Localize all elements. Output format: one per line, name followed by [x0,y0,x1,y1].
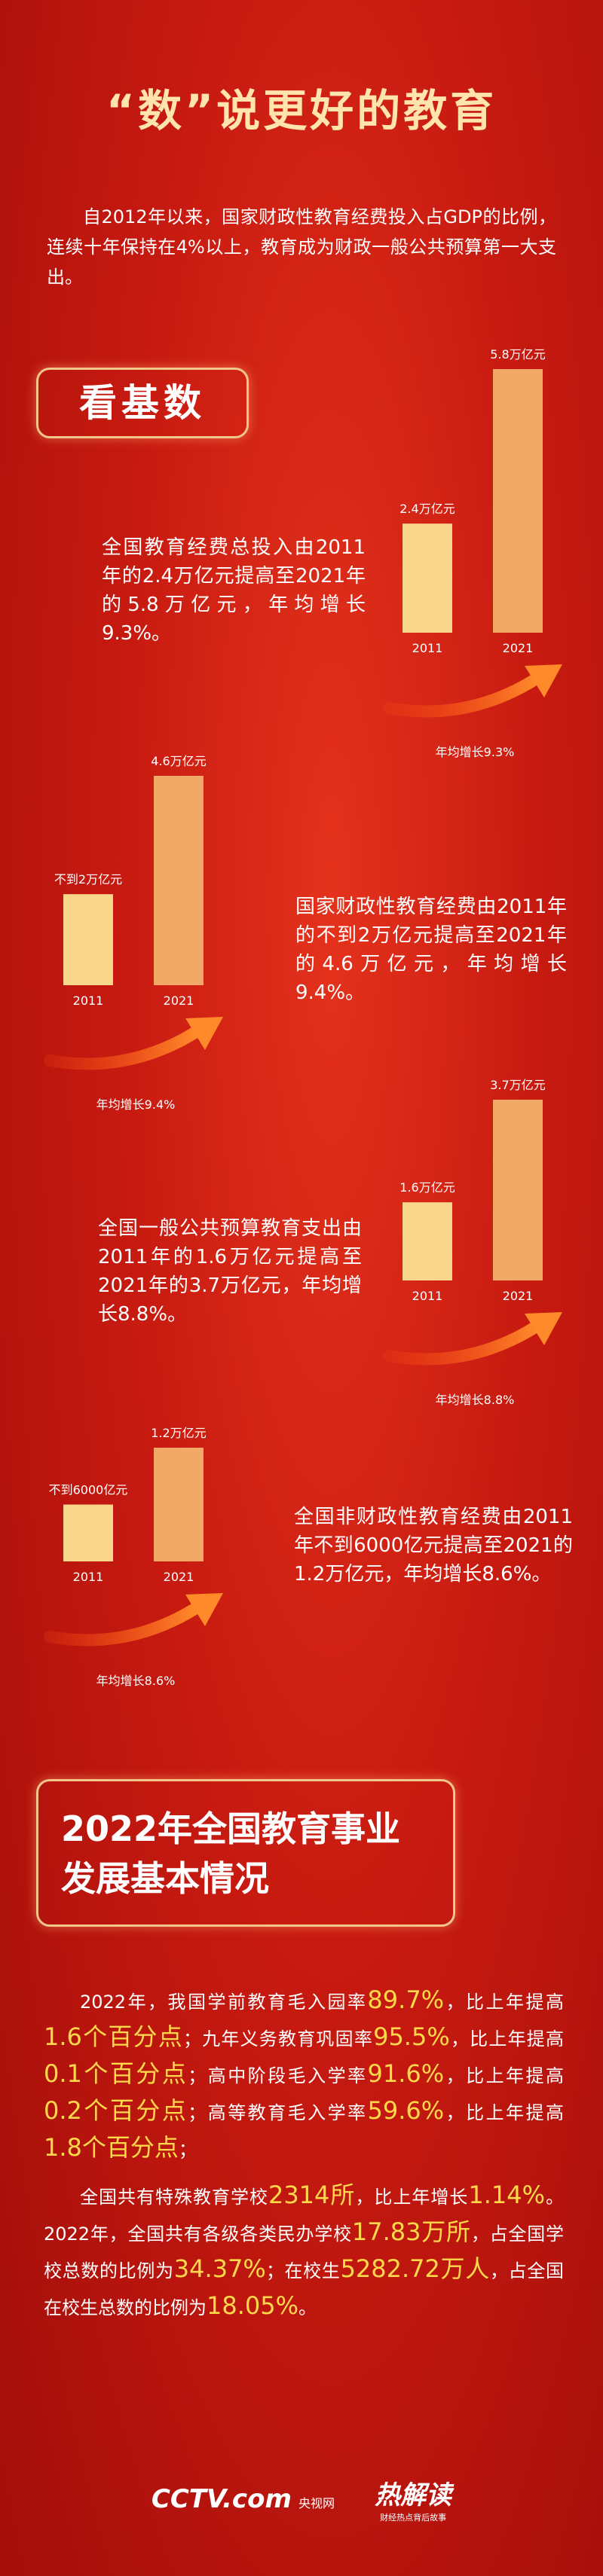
text-run: ，比上年提高 [449,2028,565,2050]
bar [493,369,543,633]
growth-label: 年均增长8.6% [96,1674,176,1688]
text-run: ，占全国在校生总数的比例为 [44,2260,565,2318]
paragraph: 全国共有特殊教育学校2314所，比上年增长1.14%。2022年，全国共有各级各… [44,2178,564,2325]
text-run: ；高中阶段毛入学率 [188,2065,368,2086]
stat-text: 全国一般公共预算教育支出由2011年的1.6万亿元提高至2021年的3.7万亿元… [98,1217,362,1326]
text-run: 。2022年，全国共有各级各类民办学校 [44,2187,565,2245]
paragraphs: 2022年，我国学前教育毛入园率89.7%，比上年提高1.6个百分点；九年义务教… [44,1982,564,2336]
bar [403,523,452,633]
highlight: 91.6% [367,2059,445,2088]
highlight: 5282.72万人 [340,2254,490,2283]
highlight: 0.2个百分点 [44,2096,188,2125]
highlight: 17.83万所 [351,2217,471,2246]
category-label: 2021 [503,641,534,655]
brand: CCTV.com [151,2483,292,2514]
growth-arrow [44,1602,202,1647]
growth-arrow [383,1321,541,1366]
highlight: 59.6% [367,2096,445,2125]
highlight: 34.37% [173,2254,266,2283]
column-logo: 热解读 财经热点背后故事 [375,2474,451,2523]
brand-cn: 央视网 [298,2495,335,2510]
arrow-head [185,1593,223,1626]
bar-chart: 不到6000亿元 2011 1.2万亿元 2021 年均增长8.6% [44,1426,223,1688]
text-run: ，比上年提高 [444,2102,565,2123]
column-sub: 财经热点背后故事 [380,2513,447,2523]
bar-chart: 不到2万亿元 2011 4.6万亿元 2021 年均增长9.4% [44,754,223,1112]
growth-arrow [383,673,541,718]
highlight: 1.14% [468,2181,546,2209]
bar [403,1202,452,1280]
arrow-head [525,664,562,697]
title: “数”说更好的教育 [106,85,497,136]
value-label: 不到2万亿元 [54,872,122,887]
value-label: 3.7万亿元 [490,1078,545,1092]
stat-text: 全国非财政性教育经费由2011年不到6000亿元提高至2021的1.2万亿元，年… [294,1506,573,1586]
stat-text: 国家财政性教育经费由2011年的不到2万亿元提高至2021年的4.6万亿元，年均… [295,896,567,1004]
value-label: 不到6000亿元 [49,1483,128,1497]
category-label: 2011 [73,1570,104,1584]
value-label: 1.6万亿元 [399,1180,455,1195]
text-run: ，占全国学校总数的比例为 [44,2223,564,2281]
growth-label: 年均增长9.4% [96,1097,176,1112]
category-label: 2011 [412,1289,443,1303]
text-run: 。 [298,2297,317,2318]
bar [63,894,113,985]
bar [63,1504,113,1561]
intro: 自2012年以来，国家财政性教育经费投入占GDP的比例，连续十年保持在4%以上，… [47,206,556,288]
text-run: ；在校生 [265,2260,341,2281]
column: 热解读 [375,2480,452,2510]
value-label: 5.8万亿元 [490,347,545,362]
value-label: 1.2万亿元 [151,1426,206,1440]
category-label: 2011 [73,993,104,1008]
text-run: ；高等教育毛入学率 [188,2102,368,2123]
category-label: 2021 [164,993,194,1008]
highlight: 95.5% [373,2022,450,2051]
bar-chart: 1.6万亿元 2011 3.7万亿元 2021 年均增长8.8% [383,1078,562,1407]
bar [154,1448,204,1561]
stat-text: 全国教育经费总投入由2011年的2.4万亿元提高至2021年的5.8万亿元，年均… [102,536,366,645]
section-heading: 2022年全国教育事业 发展基本情况 [36,1779,455,1927]
highlight: 2314所 [268,2181,356,2209]
arrow-head [185,1017,223,1050]
text-run: 2022年，我国学前教育毛入园率 [80,1992,368,2013]
heading-line: 发展基本情况 [61,1858,269,1899]
value-label: 2.4万亿元 [399,502,455,516]
highlight: 89.7% [367,1985,445,2014]
text-run: ，比上年增长 [355,2187,469,2208]
bar [154,776,204,985]
bar [493,1100,543,1280]
text-run: ； [178,2139,197,2160]
highlight: 1.6个百分点 [44,2022,183,2051]
bar-chart: 2.4万亿元 2011 5.8万亿元 2021 年均增长9.3% [383,347,562,759]
footer: CCTV.com 央视网 热解读 财经热点背后故事 [0,2474,603,2523]
growth-label: 年均增长9.3% [436,745,515,759]
heading-line: 2022年全国教育事业 [61,1808,401,1849]
arrow-head [525,1312,562,1345]
paragraph: 2022年，我国学前教育毛入园率89.7%，比上年提高1.6个百分点；九年义务教… [44,1982,564,2167]
text-run: ，比上年提高 [444,1992,565,2013]
text-run: ，比上年提高 [444,2065,565,2086]
section-heading: 看基数 [36,368,249,438]
text-run: 全国共有特殊教育学校 [80,2187,268,2208]
category-label: 2021 [503,1289,534,1303]
value-label: 4.6万亿元 [151,754,206,768]
highlight: 1.8个百分点 [44,2133,179,2162]
growth-arrow [44,1026,202,1070]
highlight: 0.1个百分点 [44,2059,188,2088]
brand-logo: CCTV.com 央视网 [152,2484,335,2514]
text-run: ；九年义务教育巩固率 [182,2028,374,2050]
growth-label: 年均增长8.8% [436,1393,515,1407]
category-label: 2021 [164,1570,194,1584]
highlight: 18.05% [207,2291,299,2320]
category-label: 2011 [412,641,443,655]
